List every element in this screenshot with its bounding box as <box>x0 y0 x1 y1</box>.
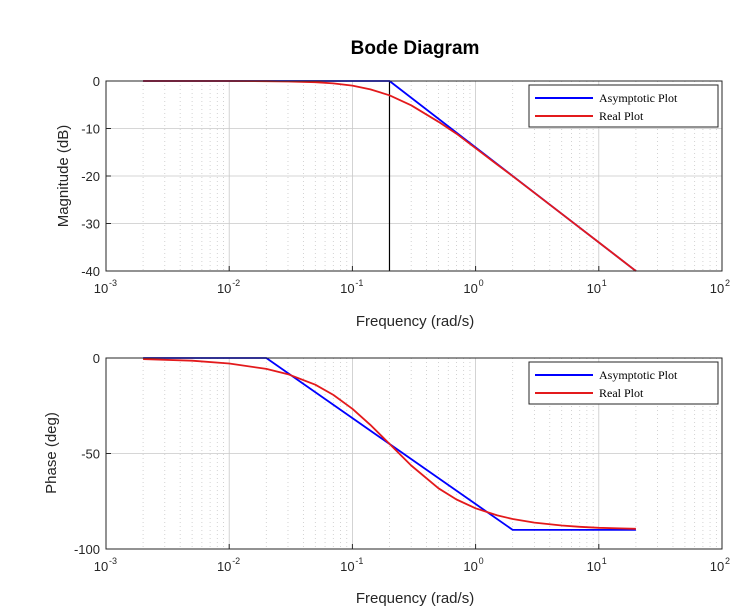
magnitude-legend-asymptotic-label: Asymptotic Plot <box>599 91 678 105</box>
magnitude-xtick-exp: -3 <box>109 278 117 288</box>
magnitude-xtick-base: 10 <box>217 281 231 296</box>
phase-legend-box <box>528 361 719 405</box>
figure-title: Bode Diagram <box>351 38 480 59</box>
phase-xtick-base: 10 <box>340 559 354 574</box>
magnitude-plot: 10 -3 10 -2 10 -1 10 0 10 1 10 20-10-20-30-40 Asymp… <box>55 74 730 330</box>
phase-xtick-base: 10 <box>94 559 108 574</box>
magnitude-xtick-base: 10 <box>340 281 354 296</box>
phase-grid <box>106 358 722 549</box>
magnitude-ylabel: Magnitude (dB) <box>55 125 72 228</box>
magnitude-xtick-base: 10 <box>463 281 477 296</box>
phase-xlabel: Frequency (rad/s) <box>356 590 474 607</box>
magnitude-xtick-exp: 2 <box>725 278 730 288</box>
phase-ytick-label: -50 <box>81 447 100 462</box>
magnitude-ytick-label: -40 <box>81 264 100 279</box>
magnitude-xtick-base: 10 <box>710 281 724 296</box>
magnitude-tick-labels: 10 -3 10 -2 10 -1 10 0 10 1 10 20-10-20-30-40 <box>81 74 730 296</box>
magnitude-xtick-exp: -1 <box>355 278 363 288</box>
magnitude-xtick-exp: 1 <box>602 278 607 288</box>
magnitude-ytick-label: -30 <box>81 217 100 232</box>
magnitude-xlabel: Frequency (rad/s) <box>356 313 474 330</box>
phase-legend-real-label: Real Plot <box>599 386 644 400</box>
phase-xtick-exp: -2 <box>232 556 240 566</box>
magnitude-xtick-exp: -2 <box>232 278 240 288</box>
magnitude-legend: Asymptotic Plot Real Plot <box>528 84 719 128</box>
magnitude-xtick-base: 10 <box>94 281 108 296</box>
phase-xtick-exp: 0 <box>479 556 484 566</box>
phase-ytick-label: 0 <box>93 351 100 366</box>
phase-real-line <box>143 358 636 530</box>
phase-xtick-base: 10 <box>587 559 601 574</box>
phase-xtick-exp: -1 <box>355 556 363 566</box>
magnitude-xtick-base: 10 <box>587 281 601 296</box>
phase-plot: 10 -3 10 -2 10 -1 10 0 10 1 10 20-50-100 Asymptotic… <box>43 351 730 607</box>
magnitude-xtick-exp: 0 <box>479 278 484 288</box>
phase-xtick-exp: 2 <box>725 556 730 566</box>
phase-tick-labels: 10 -3 10 -2 10 -1 10 0 10 1 10 20-50-100 <box>74 351 730 574</box>
phase-legend: Asymptotic Plot Real Plot <box>528 361 719 405</box>
phase-xtick-base: 10 <box>463 559 477 574</box>
magnitude-legend-real-label: Real Plot <box>599 109 644 123</box>
phase-xtick-exp: 1 <box>602 556 607 566</box>
magnitude-grid <box>106 81 722 271</box>
magnitude-legend-box <box>528 84 719 128</box>
magnitude-ytick-label: -20 <box>81 169 100 184</box>
phase-xtick-base: 10 <box>710 559 724 574</box>
phase-xtick-base: 10 <box>217 559 231 574</box>
phase-ylabel: Phase (deg) <box>43 412 60 494</box>
phase-xtick-exp: -3 <box>109 556 117 566</box>
phase-ytick-label: -100 <box>74 542 100 557</box>
magnitude-ytick-label: 0 <box>93 74 100 89</box>
magnitude-ytick-label: -10 <box>81 122 100 137</box>
phase-legend-asymptotic-label: Asymptotic Plot <box>599 368 678 382</box>
